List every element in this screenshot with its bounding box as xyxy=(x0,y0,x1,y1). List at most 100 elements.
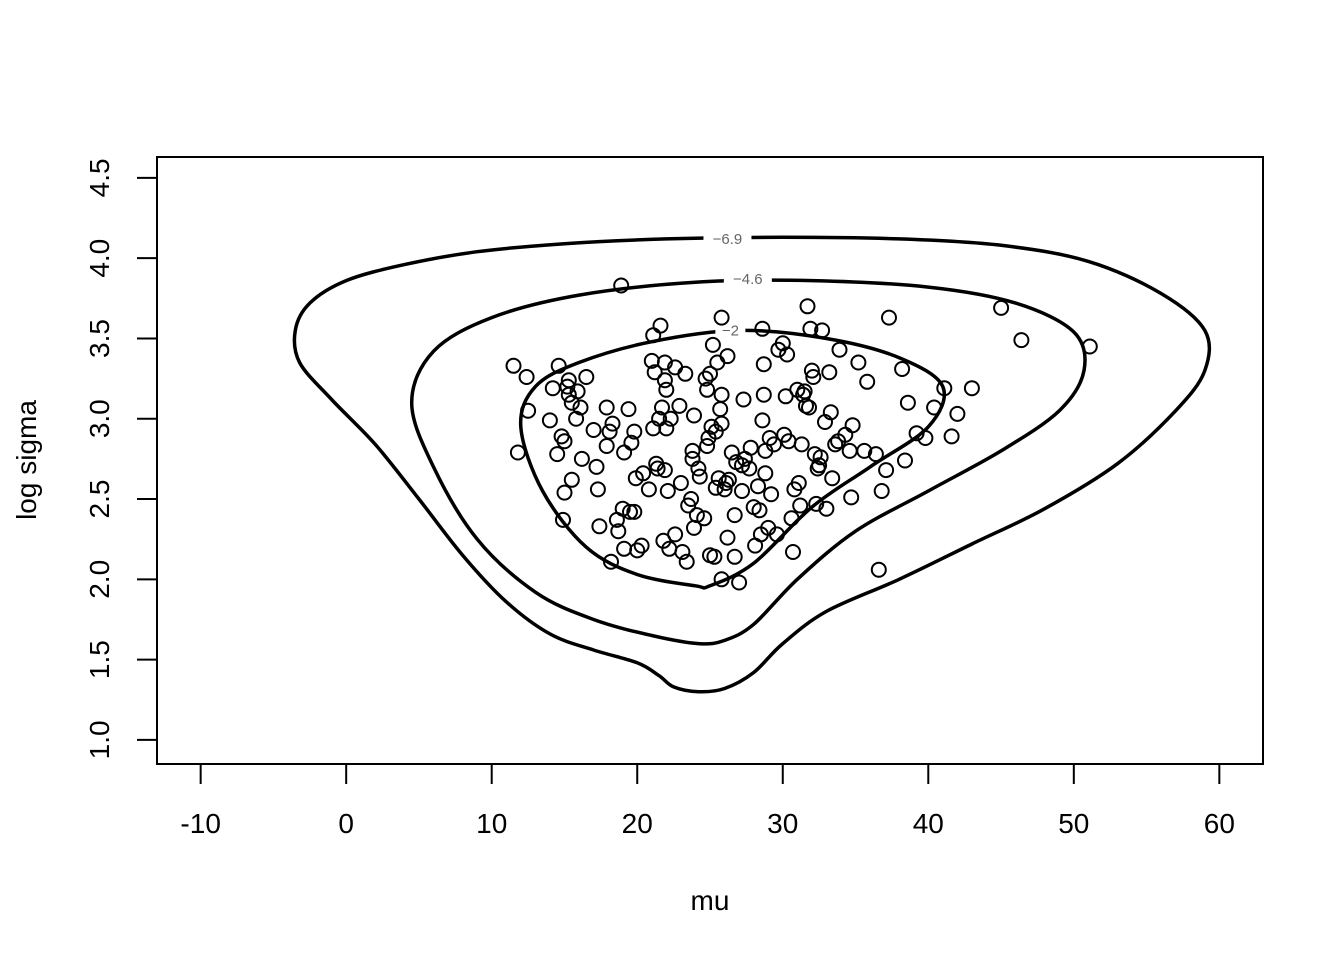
data-point xyxy=(713,571,730,588)
data-point xyxy=(881,309,897,326)
data-point xyxy=(754,320,771,337)
data-point xyxy=(779,346,796,363)
data-point xyxy=(658,420,675,437)
data-point xyxy=(704,336,721,353)
data-point xyxy=(703,418,720,435)
data-point xyxy=(755,356,772,373)
data-point xyxy=(550,357,567,374)
data-point xyxy=(674,544,691,560)
data-point xyxy=(697,370,714,387)
data-point xyxy=(750,478,766,495)
x-tick-label: 50 xyxy=(1058,808,1089,839)
data-point xyxy=(751,502,768,519)
data-point xyxy=(591,518,608,535)
contour-layer: −6.9 −4.6 −2 xyxy=(292,228,1212,694)
x-tick-label: 40 xyxy=(913,808,944,839)
data-point xyxy=(702,365,718,382)
x-tick-label: 60 xyxy=(1204,808,1235,839)
data-point xyxy=(696,510,713,527)
data-point xyxy=(713,415,730,432)
data-point xyxy=(719,529,736,546)
data-point xyxy=(755,386,772,403)
data-point xyxy=(690,460,707,477)
data-point xyxy=(505,357,522,374)
data-point xyxy=(719,348,736,365)
data-point xyxy=(856,442,873,459)
data-point xyxy=(731,574,748,591)
data-point xyxy=(649,460,666,477)
data-point xyxy=(544,380,561,397)
data-point xyxy=(801,399,817,416)
x-axis: -10 0 10 20 30 40 50 60 xyxy=(180,763,1235,839)
data-point xyxy=(818,500,835,517)
data-point xyxy=(699,438,716,454)
data-point xyxy=(805,369,822,385)
contour-label-gap xyxy=(703,228,752,249)
y-tick-label: 4.0 xyxy=(84,239,115,278)
data-point xyxy=(763,486,780,503)
data-point xyxy=(555,511,571,528)
data-point xyxy=(785,544,801,560)
data-point xyxy=(867,446,884,463)
contour-line xyxy=(518,328,947,590)
data-point xyxy=(720,471,737,488)
data-point xyxy=(656,372,673,389)
data-point xyxy=(827,436,844,453)
data-point xyxy=(949,405,966,422)
data-point xyxy=(754,412,771,429)
data-point xyxy=(897,452,913,469)
data-point xyxy=(843,489,860,506)
data-point xyxy=(716,481,733,498)
data-point xyxy=(707,423,724,440)
data-point xyxy=(560,372,577,389)
data-point xyxy=(541,412,558,429)
data-point xyxy=(585,422,602,438)
data-point xyxy=(873,483,890,499)
data-point xyxy=(613,277,630,294)
data-point xyxy=(572,399,589,416)
data-point xyxy=(859,373,876,390)
data-point xyxy=(672,475,689,491)
data-point xyxy=(684,442,701,459)
x-tick-label: 0 xyxy=(338,808,354,839)
data-point xyxy=(799,298,816,315)
data-point xyxy=(822,404,839,421)
data-point xyxy=(659,483,676,499)
contour-label-gap xyxy=(723,269,772,290)
data-point xyxy=(735,391,752,408)
data-point xyxy=(718,475,734,491)
data-point xyxy=(802,320,819,337)
data-point xyxy=(726,548,743,565)
x-axis-title: mu xyxy=(691,885,730,916)
data-point xyxy=(993,299,1010,316)
points-layer xyxy=(505,277,1098,591)
data-point xyxy=(658,381,675,398)
data-point xyxy=(691,468,708,485)
data-point xyxy=(686,407,702,424)
data-point xyxy=(683,491,700,507)
contour-line xyxy=(409,278,1087,646)
data-point xyxy=(723,444,740,461)
x-tick-label: 20 xyxy=(622,808,653,839)
x-tick-label: 10 xyxy=(476,808,507,839)
data-point xyxy=(614,500,631,517)
data-point xyxy=(629,542,646,559)
data-point xyxy=(734,483,750,499)
data-point xyxy=(894,361,911,377)
data-point xyxy=(662,410,679,427)
data-point xyxy=(626,423,643,440)
data-point xyxy=(792,497,809,514)
contour-label: −2 xyxy=(722,322,739,339)
data-point xyxy=(793,436,810,453)
data-point xyxy=(556,433,573,450)
data-point xyxy=(509,444,526,461)
data-point xyxy=(707,479,724,496)
data-point xyxy=(699,381,716,398)
data-point xyxy=(626,503,643,520)
data-point xyxy=(603,553,619,570)
data-point xyxy=(604,415,621,432)
y-tick-label: 2.5 xyxy=(84,480,115,519)
data-point xyxy=(598,399,615,416)
data-point xyxy=(757,465,774,482)
data-point xyxy=(646,364,663,381)
